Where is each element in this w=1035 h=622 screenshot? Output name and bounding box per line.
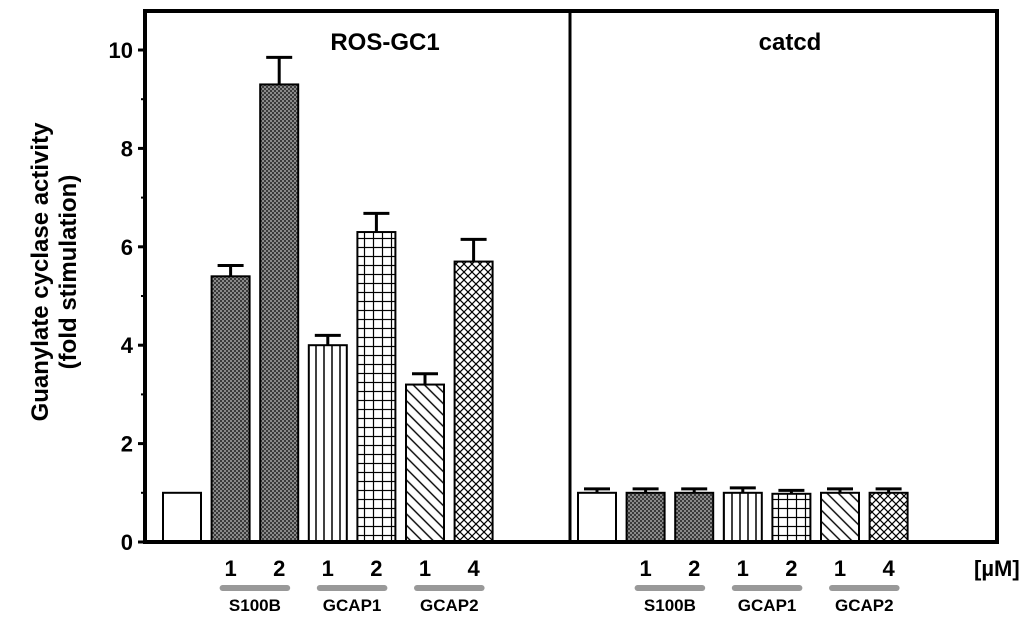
dose-label: 2: [785, 556, 797, 581]
y-axis-label-sub: (fold stimulation): [55, 175, 82, 370]
group-label: GCAP1: [323, 596, 382, 615]
group-label: S100B: [229, 596, 281, 615]
panel-title-ros-gc1: ROS-GC1: [330, 29, 439, 56]
bar-catcd-3: [722, 491, 763, 543]
y-tick-label: 2: [121, 432, 133, 457]
group-label: GCAP2: [835, 596, 894, 615]
dose-label: 4: [467, 556, 480, 581]
dose-label: 2: [688, 556, 700, 581]
dose-label: 1: [834, 556, 846, 581]
bar-catcd-5: [820, 491, 860, 543]
bar-catcd-1: [625, 491, 666, 543]
panel-title-catcd: catcd: [759, 29, 822, 56]
bar-catcd-4: [771, 492, 812, 543]
bar-catcd-0: [577, 491, 617, 543]
bar-ros-gc1-6: [453, 260, 494, 543]
dose-label: 2: [370, 556, 382, 581]
group-label: GCAP2: [420, 596, 479, 615]
bar-ros-gc1-3: [307, 344, 348, 544]
x-labels: 1 2 1 2 1 4 S100B GCAP1 GCAP2 1 2 1 2 1 4 S100B GCAP1 GCA…: [219, 556, 900, 615]
dose-label: 1: [224, 556, 236, 581]
dose-label: 4: [882, 556, 895, 581]
dose-label: 2: [273, 556, 285, 581]
y-tick-label: 0: [121, 530, 133, 555]
bar-catcd-2: [674, 491, 715, 543]
unit-label: [µM]: [974, 556, 1020, 581]
bar-ros-gc1-2: [259, 83, 300, 543]
y-ticks: 0 2 4 6 8 10: [109, 38, 145, 555]
dose-label: 1: [419, 556, 431, 581]
dose-label: 1: [737, 556, 749, 581]
group-label: S100B: [644, 596, 696, 615]
dose-label: 1: [322, 556, 334, 581]
bar-ros-gc1-5: [405, 383, 445, 543]
bar-catcd-6: [868, 491, 909, 543]
group-label: GCAP1: [738, 596, 797, 615]
y-tick-label: 4: [121, 333, 134, 358]
dose-label: 1: [639, 556, 651, 581]
y-tick-label: 8: [121, 136, 133, 161]
y-tick-label: 6: [121, 235, 133, 260]
bar-ros-gc1-1: [210, 275, 251, 543]
bars: [162, 55, 909, 544]
bar-ros-gc1-4: [356, 231, 397, 543]
bar-ros-gc1-0: [162, 491, 202, 543]
y-tick-label: 10: [109, 38, 133, 63]
y-axis-label: Guanylate cyclase activity: [27, 122, 54, 421]
